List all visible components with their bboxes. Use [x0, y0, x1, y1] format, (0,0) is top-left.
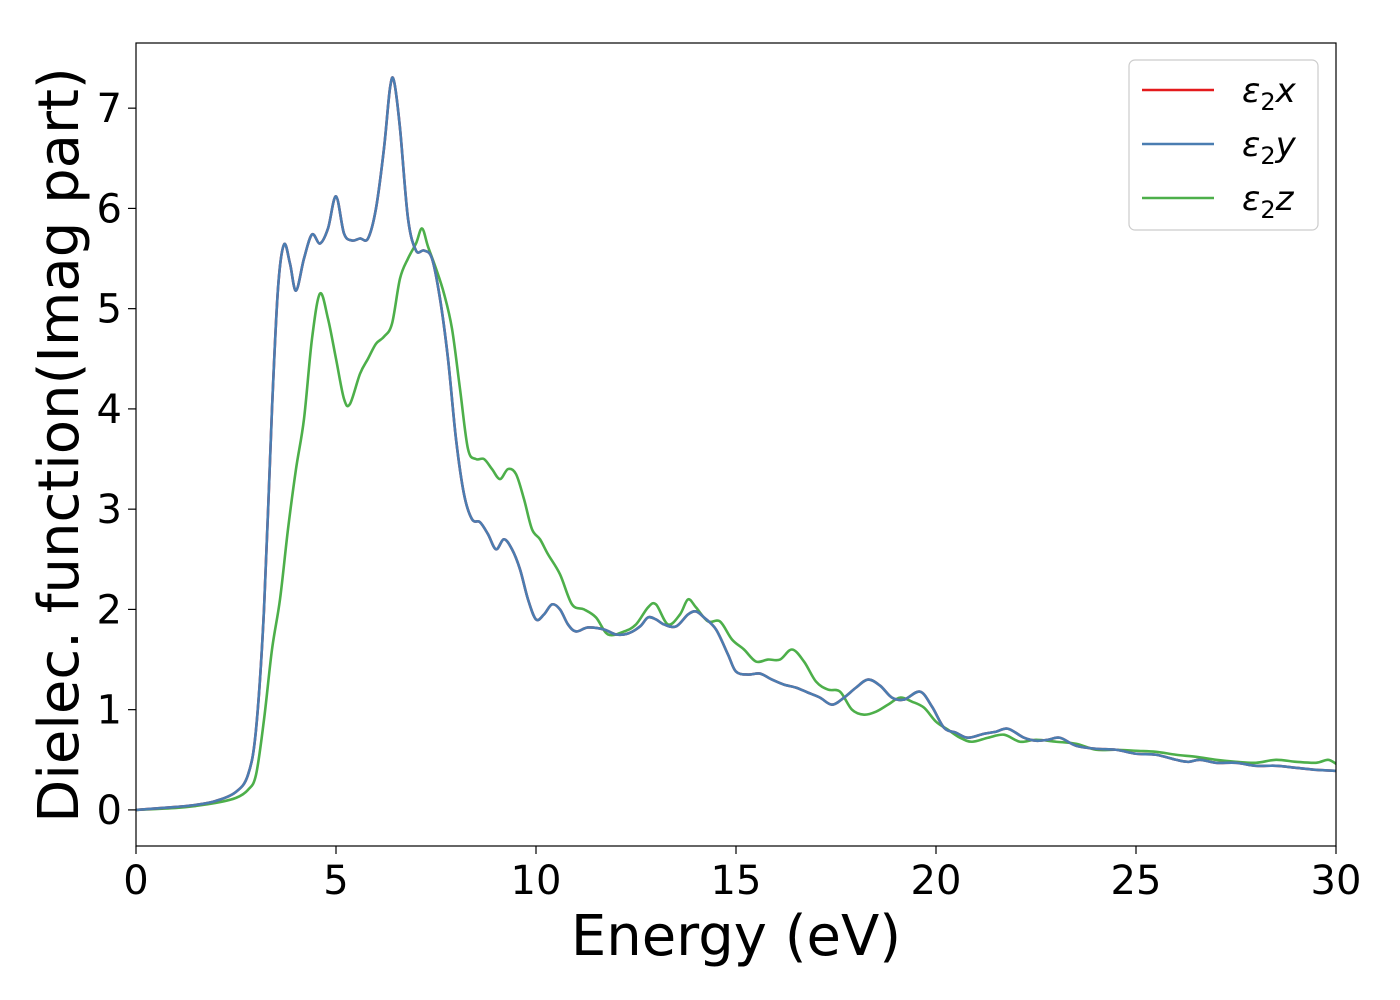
legend-box	[1128, 59, 1319, 231]
legend: ε2x ε2y ε2z	[1128, 59, 1319, 231]
x-tick-label: 30	[1311, 858, 1362, 904]
x-axis-label: Energy (eV)	[571, 904, 901, 969]
series-line-y	[136, 76, 1336, 812]
y-axis-ticks: 0 1 2 3 4 5 6 7	[97, 86, 136, 834]
x-tick-label: 20	[911, 858, 962, 904]
y-axis-label: Dielec. function(Imag part)	[27, 67, 92, 823]
y-tick-label: 5	[97, 287, 122, 333]
y-tick-label: 1	[97, 688, 122, 734]
legend-label-y: ε2y	[1242, 125, 1297, 170]
y-tick-label: 0	[97, 788, 122, 834]
x-tick-label: 5	[323, 858, 348, 904]
y-tick-label: 6	[97, 186, 122, 232]
legend-entries: ε2x ε2y ε2z	[1142, 71, 1297, 224]
y-tick-label: 3	[97, 487, 122, 533]
y-tick-label: 4	[97, 387, 122, 433]
series-layer	[136, 76, 1336, 812]
y-tick-label: 2	[97, 587, 122, 633]
x-tick-label: 15	[711, 858, 762, 904]
legend-label-x: ε2x	[1242, 71, 1297, 116]
x-axis-ticks: 0 5 10 15 20 25 30	[123, 846, 1361, 904]
x-tick-label: 25	[1111, 858, 1162, 904]
y-tick-label: 7	[97, 86, 122, 132]
series-line-z	[136, 227, 1336, 812]
legend-label-z: ε2z	[1242, 179, 1295, 224]
x-tick-label: 0	[123, 858, 148, 904]
x-tick-label: 10	[511, 858, 562, 904]
